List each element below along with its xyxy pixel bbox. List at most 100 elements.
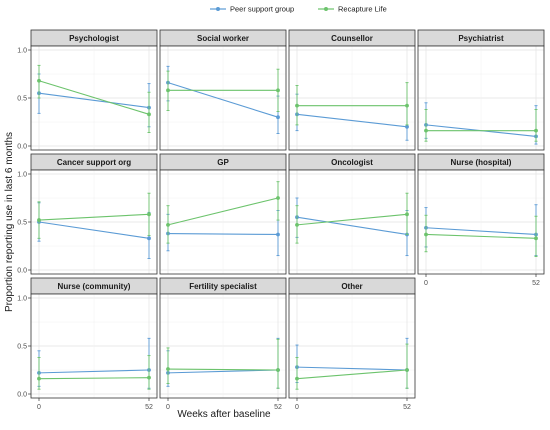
panel-title: Social worker [197, 34, 249, 43]
series-recapture-life [295, 82, 409, 126]
data-point [276, 115, 280, 120]
legend-item: Peer support group [210, 5, 294, 14]
data-point [37, 78, 41, 83]
x-tick-label: 0 [166, 404, 170, 411]
series-recapture-life [295, 343, 409, 390]
panels: Psychologist 0.0 0.5 1.0 Social worker Counse… [17, 29, 545, 411]
series-line [38, 377, 150, 380]
series-line [296, 113, 408, 128]
y-tick-label: 0.5 [17, 344, 27, 351]
data-point [534, 236, 538, 241]
series-line [296, 366, 408, 371]
y-tick-label: 1.0 [17, 48, 27, 55]
panel-social-worker: Social worker [159, 29, 287, 151]
series-line [38, 92, 150, 109]
data-point [37, 376, 41, 381]
legend-swatch-point [324, 7, 328, 11]
series-recapture-life [166, 181, 280, 244]
data-point [166, 222, 170, 227]
series-line [167, 232, 279, 236]
series-line [38, 369, 150, 374]
y-tick-label: 0.0 [17, 268, 27, 275]
panel-oncologist: Oncologist [288, 153, 416, 275]
panel-title: Cancer support org [57, 158, 131, 167]
series-line [167, 368, 279, 371]
legend-swatch-point [216, 7, 220, 11]
data-point [405, 368, 409, 372]
series-line [38, 221, 150, 239]
panel-border [417, 45, 545, 151]
data-point [405, 212, 409, 217]
series-recapture-life [37, 192, 151, 239]
panel-nurse-community-: Nurse (community) 0.0 0.5 1.0 0 52 [17, 277, 158, 411]
panel-title: Nurse (community) [58, 282, 131, 291]
panel-border [288, 45, 416, 151]
data-point [147, 236, 151, 241]
series-line [296, 213, 408, 226]
x-tick-label: 52 [274, 404, 282, 411]
x-tick-label: 0 [424, 280, 428, 287]
data-point [37, 218, 41, 222]
y-tick-label: 0.0 [17, 392, 27, 399]
data-point [166, 88, 170, 93]
data-point [534, 128, 538, 133]
legend: Peer support group Recapture Life [210, 5, 387, 14]
series-recapture-life [37, 64, 151, 134]
y-tick-label: 0.5 [17, 96, 27, 103]
series-line [38, 80, 150, 115]
panel-title: Oncologist [331, 158, 373, 167]
panel-gp: GP [159, 153, 287, 275]
series-line [296, 369, 408, 380]
data-point [276, 232, 280, 237]
panel-fertility-specialist: Fertility specialist 0 52 [159, 277, 287, 411]
series-line [167, 197, 279, 226]
series-line [425, 227, 537, 236]
data-point [424, 128, 428, 133]
data-point [166, 367, 170, 371]
series-recapture-life [424, 109, 538, 142]
x-tick-label: 52 [145, 404, 153, 411]
panel-psychologist: Psychologist 0.0 0.5 1.0 [17, 29, 158, 151]
panel-border [417, 169, 545, 275]
series-recapture-life [166, 338, 280, 389]
panel-title: Counsellor [331, 34, 373, 43]
panel-cancer-support-org: Cancer support org 0.0 0.5 1.0 [17, 153, 158, 275]
y-tick-label: 0.5 [17, 220, 27, 227]
x-axis-title: Weeks after baseline [177, 409, 271, 420]
panel-other: Other 0 52 [288, 277, 416, 411]
series-recapture-life [37, 355, 151, 390]
data-point [276, 368, 280, 372]
panel-border [159, 169, 287, 275]
data-point [295, 103, 299, 108]
data-point [147, 212, 151, 217]
y-tick-label: 1.0 [17, 172, 27, 179]
panel-border [159, 45, 287, 151]
y-tick-label: 1.0 [17, 296, 27, 303]
panel-nurse-hospital-: Nurse (hospital) 0 52 [417, 153, 545, 287]
data-point [405, 103, 409, 108]
legend-label: Recapture Life [338, 5, 387, 14]
x-tick-label: 52 [532, 280, 540, 287]
x-tick-label: 0 [37, 404, 41, 411]
legend-item: Recapture Life [318, 5, 387, 14]
data-point [147, 375, 151, 380]
panel-psychiatrist: Psychiatrist [417, 29, 545, 151]
series-line [167, 369, 279, 374]
x-tick-label: 0 [295, 404, 299, 411]
panel-title: Other [341, 282, 362, 291]
data-point [147, 112, 151, 117]
data-point [276, 196, 280, 200]
panel-border [159, 293, 287, 399]
data-point [405, 124, 409, 129]
data-point [424, 232, 428, 237]
panel-border [288, 169, 416, 275]
series-line [425, 233, 537, 239]
y-tick-label: 0.0 [17, 144, 27, 151]
panel-border [288, 293, 416, 399]
panel-title: Psychologist [69, 34, 119, 43]
series-line [167, 82, 279, 118]
x-tick-label: 52 [403, 404, 411, 411]
series-line [296, 216, 408, 236]
